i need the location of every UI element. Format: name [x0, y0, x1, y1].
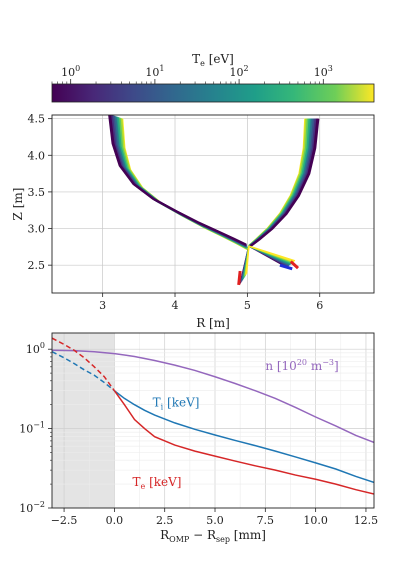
series-labels: n [1020 m−3] Ti [keV] Te [keV]: [133, 358, 339, 491]
series-line: [113, 390, 374, 495]
profile-plot-xtick-label: 10.0: [303, 514, 328, 527]
divertor-target: [279, 263, 293, 271]
grid-plot-ytick-label: 2.5: [28, 259, 46, 272]
profile-plot-xtick-label: −2.5: [51, 514, 78, 527]
profile-plot-ytick-label: 10−1: [19, 421, 45, 436]
profile-plot-xtick-label: 5.0: [206, 514, 224, 527]
series-line: [113, 390, 374, 484]
grid-flux-line: [108, 115, 247, 246]
grid-plot-xlabel: R [m]: [196, 316, 230, 330]
profile-plot-xtick-label: 12.5: [354, 514, 379, 527]
grid-plot-xtick-label: 3: [99, 299, 106, 312]
series-label: Ti [keV]: [153, 395, 200, 411]
colorbar-label: Te [eV]: [192, 52, 234, 68]
grid-plot-ytick-label: 4.0: [28, 149, 46, 162]
grid-plot-ytick-label: 3.0: [28, 223, 46, 236]
profile-plot-ytick-label: 10−2: [19, 500, 45, 515]
divertor-target: [289, 260, 300, 270]
inner-divertor-leg: [245, 246, 250, 274]
grid-plot-xtick-label: 6: [316, 299, 323, 312]
series-line: [52, 349, 374, 444]
profile-plot-ticks: −2.5 0.0 2.5 5.0 7.5 10.0 12.5 10−2 10−1 100: [19, 341, 378, 527]
series-label: Te [keV]: [133, 475, 182, 491]
colorbar-tick-label: 100: [61, 64, 80, 79]
series-line-dashed: [52, 351, 115, 392]
grid-plot-xtick-label: 4: [172, 299, 179, 312]
profile-plot-border: [51, 332, 375, 509]
profile-plot-ytick-label: 100: [26, 341, 45, 356]
grid-plot-ytick-label: 3.5: [28, 186, 46, 199]
grid-plot-gridlines: [52, 115, 374, 293]
colorbar-tick-label: 102: [230, 64, 249, 79]
profile-series: [52, 337, 374, 495]
grid-plot-ylabel: Z [m]: [11, 188, 25, 221]
profile-plot: −2.5 0.0 2.5 5.0 7.5 10.0 12.5 10−2 10−1 100 n [1…: [19, 332, 378, 544]
profile-plot-xtick-label: 2.5: [156, 514, 174, 527]
grid-plot: 3 4 5 6 2.5 3.0 3.5 4.0 4.5 R [m] Z [m]: [11, 113, 375, 330]
series-line-dashed: [52, 337, 115, 392]
divertor-target: [237, 270, 242, 286]
profile-plot-xtick-label: 7.5: [257, 514, 275, 527]
grid-plot-border: [51, 114, 375, 294]
grid-flux-line: [249, 118, 320, 248]
colorbar-ticks: 100 101 102 103: [51, 64, 333, 84]
colorbar-tick-label: 101: [145, 64, 164, 79]
outer-divertor-leg: [248, 245, 296, 262]
grid-plot-xtick-label: 5: [244, 299, 251, 312]
shaded-region: [52, 333, 115, 508]
profile-plot-xlabel: ROMP − Rsep [mm]: [160, 528, 266, 544]
profile-plot-xtick-label: 0.0: [106, 514, 124, 527]
colorbar-tick-label: 103: [314, 64, 333, 79]
grid-plot-geometry: [108, 115, 320, 286]
grid-plot-ytick-label: 4.5: [28, 113, 46, 126]
colorbar-gradient: [51, 83, 375, 103]
colorbar: Te [eV] 100 101 102 103: [51, 52, 375, 103]
grid-plot-frame: [52, 115, 374, 293]
series-label: n [1020 m−3]: [265, 358, 338, 373]
grid-plot-ticks: 3 4 5 6 2.5 3.0 3.5 4.0 4.5: [28, 113, 324, 312]
